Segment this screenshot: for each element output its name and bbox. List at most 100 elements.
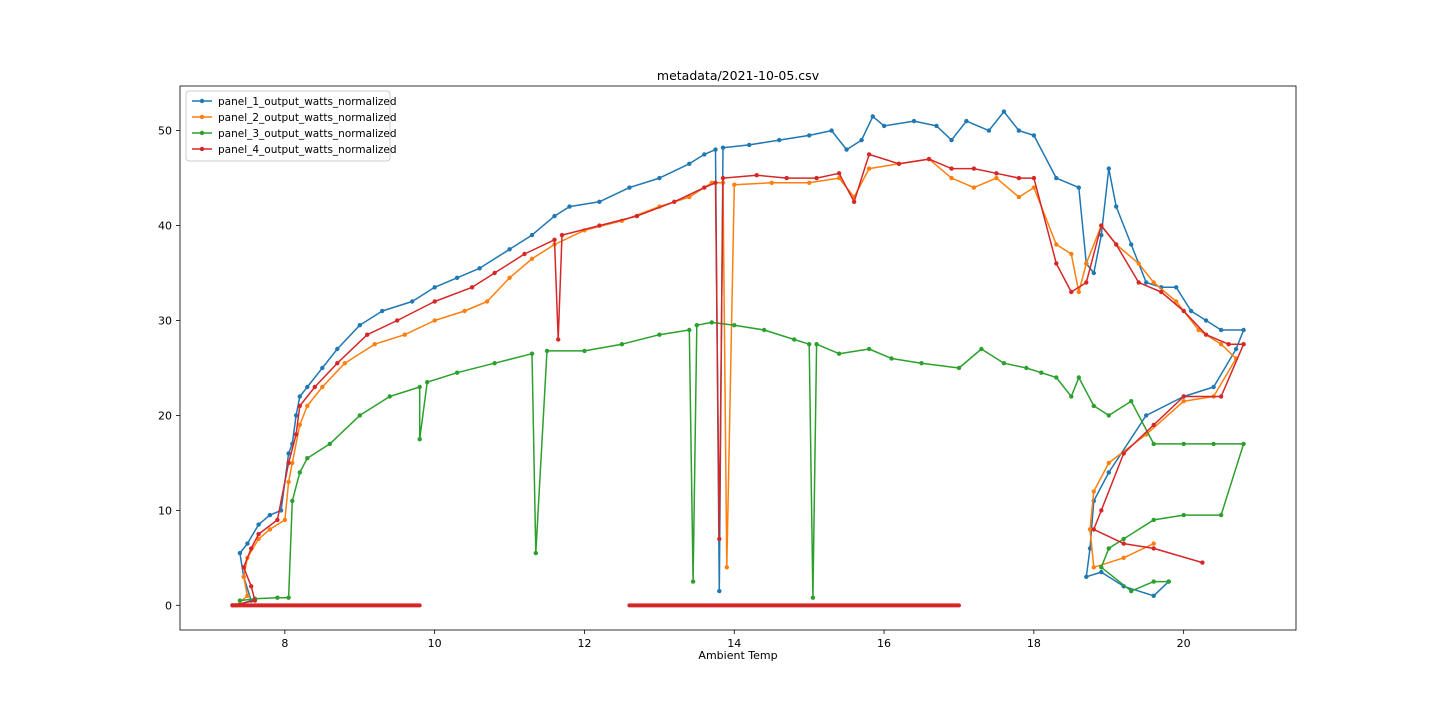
x-tick-label: 20 [1177, 637, 1191, 650]
data-point [1151, 280, 1156, 285]
x-tick-label: 18 [1027, 637, 1041, 650]
data-point [1099, 232, 1104, 238]
data-point [286, 479, 291, 485]
data-point [747, 142, 752, 148]
data-point [1151, 579, 1156, 584]
data-point [866, 346, 872, 352]
data-point [305, 403, 310, 409]
data-point [544, 348, 550, 354]
data-point [432, 318, 437, 323]
data-point [1226, 342, 1231, 347]
data-point [507, 275, 512, 280]
legend-label: panel_3_output_watts_normalized [218, 128, 397, 140]
data-point [979, 346, 984, 352]
data-point [275, 595, 280, 600]
data-point [1233, 346, 1239, 352]
data-point [286, 595, 291, 600]
data-point [1054, 375, 1059, 380]
data-point [1001, 361, 1007, 366]
data-point [762, 327, 767, 333]
y-tick-label: 30 [158, 314, 172, 327]
data-point [994, 171, 999, 176]
data-point [1159, 289, 1164, 295]
data-point [702, 152, 707, 157]
data-point [1241, 327, 1246, 333]
data-point [1181, 308, 1186, 314]
data-point [529, 232, 535, 238]
data-point [484, 299, 490, 304]
data-point [1241, 342, 1246, 347]
data-point [417, 437, 422, 442]
data-point [889, 356, 894, 361]
data-point [425, 380, 430, 385]
data-point [1106, 470, 1112, 475]
data-point [1016, 128, 1022, 133]
data-point [305, 384, 310, 390]
data-point [312, 384, 317, 390]
data-point [290, 498, 295, 504]
data-point [1016, 194, 1022, 200]
data-point [372, 342, 377, 347]
data-point [836, 171, 842, 176]
data-point [1091, 270, 1097, 276]
data-point [754, 173, 759, 178]
data-point [1200, 560, 1205, 565]
data-point [687, 327, 692, 333]
data-point [732, 182, 737, 187]
data-point [297, 422, 302, 428]
data-point [956, 365, 962, 371]
legend: panel_1_output_watts_normalized panel_2_o… [185, 90, 397, 162]
data-point [694, 323, 699, 328]
data-point [1203, 332, 1209, 337]
data-point [994, 175, 999, 181]
data-point [249, 546, 254, 551]
data-point [1151, 517, 1156, 523]
data-point [919, 361, 924, 366]
data-point [335, 346, 340, 352]
data-point [1129, 588, 1134, 594]
data-point [462, 308, 467, 314]
data-point [1084, 574, 1089, 579]
data-point [814, 175, 819, 181]
data-point [911, 118, 917, 124]
data-point [293, 432, 299, 437]
data-point [1091, 565, 1097, 570]
plot-area [179, 85, 1297, 631]
data-point [335, 361, 340, 366]
data-point [1087, 527, 1093, 532]
legend-label: panel_1_output_watts_normalized [218, 96, 397, 108]
x-tick-label: 16 [877, 637, 891, 650]
chart-title: metadata/2021-10-05.csv [657, 68, 820, 83]
data-point [1076, 185, 1082, 190]
y-tick-label: 0 [165, 599, 172, 612]
data-point [410, 299, 415, 304]
data-point [810, 595, 816, 600]
data-point [357, 323, 362, 328]
series-line [232, 153, 1245, 607]
data-point [1001, 109, 1007, 114]
y-tick-label: 10 [158, 504, 172, 517]
plot-frame [179, 85, 1297, 631]
data-point [1091, 489, 1097, 494]
data-point [1136, 280, 1141, 285]
data-point [529, 351, 535, 356]
data-point [1203, 318, 1209, 323]
x-axis: 8 10 12 14 16 18 20 [281, 630, 1191, 650]
data-point [1106, 166, 1112, 171]
data-point [881, 123, 887, 129]
data-point [1076, 375, 1082, 380]
legend-item: panel_2_output_watts_normalized [192, 112, 397, 124]
data-point [619, 342, 625, 347]
data-point [293, 413, 299, 418]
data-point [1099, 223, 1104, 228]
data-point [1091, 403, 1097, 409]
data-point [1054, 261, 1059, 266]
data-point [556, 337, 561, 342]
data-point [252, 598, 258, 603]
data-point [709, 320, 714, 325]
data-point [836, 351, 842, 356]
data-point [1099, 569, 1104, 575]
data-point [1151, 441, 1156, 447]
data-point [275, 517, 280, 523]
